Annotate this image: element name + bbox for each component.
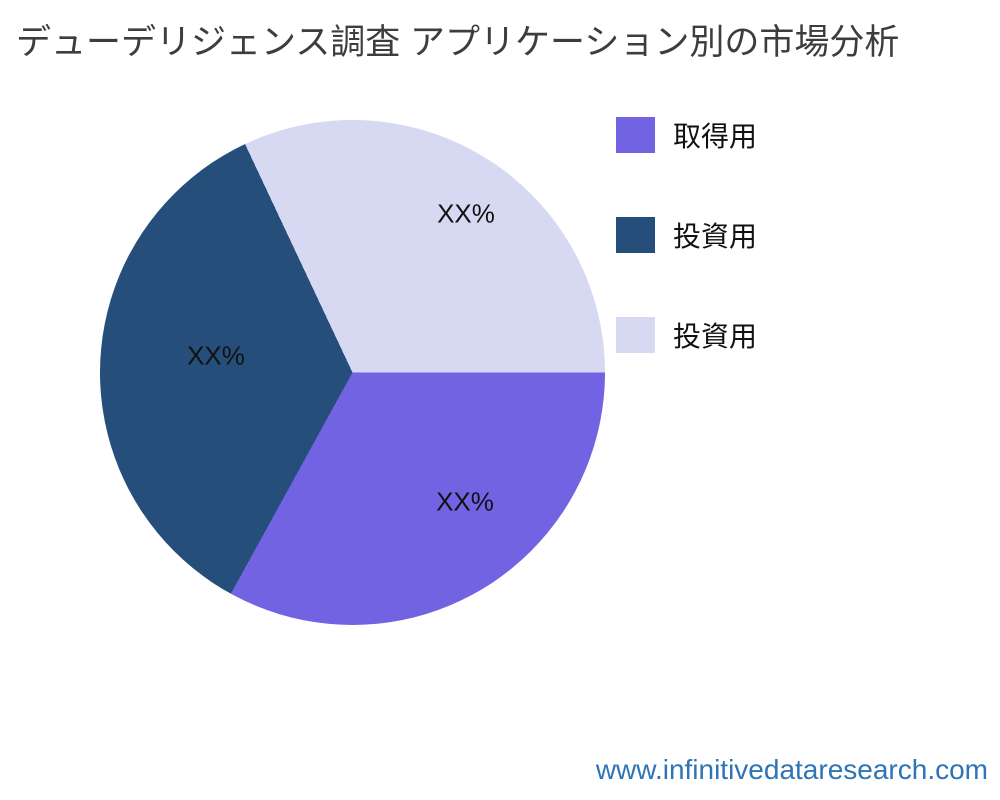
pie-slice-label-investment-1: XX% xyxy=(187,340,245,371)
legend-item-investment-2: 投資用 xyxy=(616,316,757,354)
legend-label-investment-1: 投資用 xyxy=(673,221,758,252)
legend-swatch-acquisition xyxy=(616,117,655,153)
legend-label-investment-2: 投資用 xyxy=(673,321,758,352)
legend-label-acquisition: 取得用 xyxy=(673,121,758,152)
legend: 取得用 投資用 投資用 xyxy=(616,116,757,416)
chart-title: デューデリジェンス調査 アプリケーション別の市場分析 xyxy=(16,23,900,62)
pie-slice-label-acquisition: XX% xyxy=(436,486,494,517)
legend-item-acquisition: 取得用 xyxy=(616,116,757,154)
pie-slice-label-investment-2: XX% xyxy=(437,198,495,229)
footer-website-link[interactable]: www.infinitivedataresearch.com xyxy=(595,754,988,785)
legend-swatch-investment-2 xyxy=(616,317,655,353)
legend-swatch-investment-1 xyxy=(616,217,655,253)
legend-item-investment-1: 投資用 xyxy=(616,216,757,254)
pie-chart xyxy=(100,120,605,625)
